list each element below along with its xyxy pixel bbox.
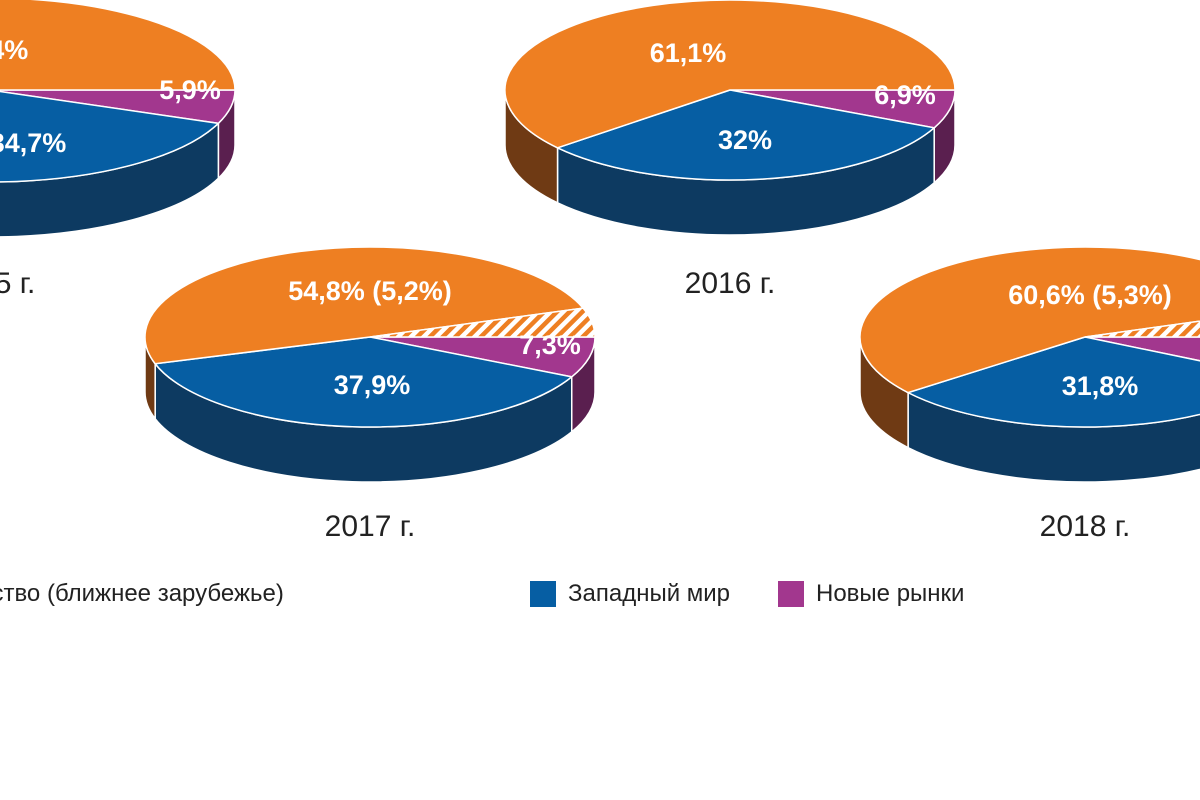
legend-label-cis: Постсоветское пространство (ближнее зару… bbox=[0, 580, 284, 607]
pie-2015-label-cis: 59,4% bbox=[0, 35, 28, 65]
pie-2017-year-label: 2017 г. bbox=[325, 510, 416, 543]
pie-2018-slice-west bbox=[906, 336, 1200, 428]
pie-2017-label-west: 37,9% bbox=[334, 370, 411, 400]
pie-2017-slice-new bbox=[369, 336, 596, 378]
legend-item-new: Новые рынки bbox=[778, 580, 964, 608]
pie-2016-slice-west bbox=[555, 89, 936, 181]
legend: Постсоветское пространство (ближнее зару… bbox=[0, 580, 1200, 620]
pie-2015-slice-west bbox=[0, 90, 220, 183]
pie-2016-year-label: 2016 г. bbox=[685, 267, 776, 300]
pie-2016: 61,1% 32% 6,9% 2016 г. bbox=[504, 0, 956, 300]
pie-2016-label-west: 32% bbox=[718, 125, 772, 155]
pie-2017-label-new: 7,3% bbox=[519, 330, 581, 360]
pie-2018-slice-cis-hatched bbox=[1084, 320, 1200, 338]
pie-2018-label-west: 31,8% bbox=[1062, 371, 1139, 401]
legend-item-west: Западный мир bbox=[530, 580, 730, 608]
pie-2015-label-new: 5,9% bbox=[159, 75, 221, 105]
pie-2016-label-cis: 61,1% bbox=[650, 38, 727, 68]
pie-2017-slice-cis bbox=[144, 246, 585, 365]
pie-2017: 54,8% (5,2%) 37,9% 7,3% 2017 г. bbox=[144, 246, 596, 543]
pie-2018-year-label: 2018 г. bbox=[1040, 510, 1131, 543]
legend-swatch-new bbox=[778, 581, 804, 607]
pie-2017-label-cis: 54,8% (5,2%) bbox=[288, 276, 452, 306]
pie-2015-year-label: 2015 г. bbox=[0, 267, 35, 300]
legend-label-west: Западный мир bbox=[568, 580, 731, 607]
legend-item-cis: Постсоветское пространство (ближнее зару… bbox=[0, 580, 284, 608]
legend-swatch-west bbox=[530, 581, 556, 607]
legend-label-new: Новые рынки bbox=[816, 580, 965, 607]
pie-2017-slice-west bbox=[153, 336, 574, 428]
pie-2016-label-new: 6,9% bbox=[874, 80, 936, 110]
pie-2016-slice-cis bbox=[504, 0, 956, 149]
pie-2018: 60,6% (5,3%) 31,8% 2018 г. bbox=[859, 246, 1200, 543]
pie-2017-slice-cis-hatched bbox=[369, 307, 596, 338]
pie-2018-slice-cis bbox=[859, 246, 1200, 394]
pie-2015: 59,4% 34,7% 5,9% 2015 г. bbox=[0, 0, 236, 300]
pie-2015-label-west: 34,7% bbox=[0, 128, 66, 158]
pie-2015-slice-cis bbox=[0, 0, 236, 91]
pie-2018-label-cis: 60,6% (5,3%) bbox=[1008, 280, 1172, 310]
